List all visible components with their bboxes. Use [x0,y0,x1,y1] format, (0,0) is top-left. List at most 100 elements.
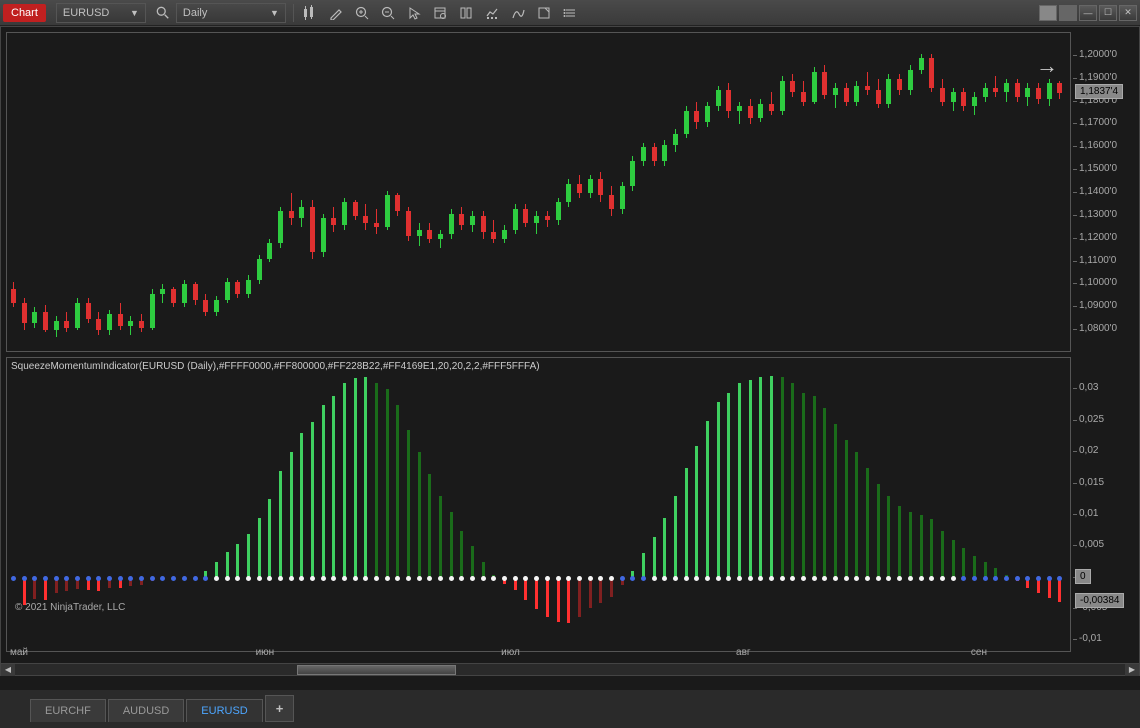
cursor-icon[interactable] [401,2,427,24]
price-tick: 1,1900'0 [1079,72,1117,83]
copyright-text: © 2021 NinjaTrader, LLC [15,602,125,613]
squeeze-dot [598,576,603,581]
momentum-bar [920,515,923,578]
momentum-bar [300,433,303,577]
squeeze-dot [620,576,625,581]
add-tab-button[interactable]: + [265,695,295,722]
candlestick-icon[interactable] [297,2,323,24]
close-button[interactable]: ✕ [1119,5,1137,21]
current-indicator-tag: -0,00384 [1075,593,1124,608]
squeeze-dot [673,576,678,581]
momentum-bar [930,519,933,577]
price-panel[interactable]: → [6,32,1071,352]
chevron-down-icon: ▼ [270,8,279,18]
squeeze-dot [1036,576,1041,581]
momentum-bar [354,378,357,578]
squeeze-dot [758,576,763,581]
momentum-bar [877,484,880,578]
squeeze-dot [951,576,956,581]
momentum-bar [685,468,688,578]
momentum-bar [909,512,912,578]
price-tick: 1,1700'0 [1079,117,1117,128]
momentum-bar [663,518,666,578]
squeeze-dot [694,576,699,581]
price-y-axis[interactable]: 1,2000'01,1900'01,1800'01,1700'01,1600'0… [1075,32,1137,352]
current-price-tag: 1,1837'4 [1075,84,1123,99]
momentum-bar [247,534,250,578]
squeeze-dot [577,576,582,581]
squeeze-dot [182,576,187,581]
squeeze-dot [566,576,571,581]
squeeze-dot [11,576,16,581]
indicator-panel[interactable]: SqueezeMomentumIndicator(EURUSD (Daily),… [6,357,1071,652]
timeframe-dropdown[interactable]: Daily ▼ [176,3,286,23]
squeeze-dot [470,576,475,581]
window-btn-1[interactable] [1039,5,1057,21]
h-scrollbar[interactable]: ◀ ▶ [1,663,1139,675]
momentum-bar [290,452,293,578]
scroll-left-button[interactable]: ◀ [1,664,15,676]
timeframe-value: Daily [183,7,207,19]
window-btn-2[interactable] [1059,5,1077,21]
squeeze-dot [641,576,646,581]
indicator-y-axis[interactable]: 0,030,0250,020,0150,010,0050-0,005-0,01-… [1075,357,1137,652]
momentum-bar [589,578,592,608]
maximize-button[interactable]: ☐ [1099,5,1117,21]
squeeze-dot [54,576,59,581]
minimize-button[interactable]: — [1079,5,1097,21]
indicator-icon[interactable] [479,2,505,24]
momentum-bar [599,578,602,603]
momentum-bar [845,440,848,578]
squeeze-dot [502,576,507,581]
momentum-bar [952,540,955,578]
momentum-bar [535,578,538,609]
squeeze-dot [417,576,422,581]
squeeze-dot [171,576,176,581]
price-tick: 1,2000'0 [1079,49,1117,60]
squeeze-dot [534,576,539,581]
list-icon[interactable] [557,2,583,24]
scroll-right-button[interactable]: ▶ [1125,664,1139,676]
squeeze-dot [1004,576,1009,581]
data-window-icon[interactable] [427,2,453,24]
properties-icon[interactable] [531,2,557,24]
time-tick: авг [736,647,751,658]
momentum-bar [759,377,762,578]
momentum-bar [407,430,410,578]
zoom-in-icon[interactable] [349,2,375,24]
search-icon[interactable] [150,2,176,24]
squeeze-dot [331,576,336,581]
chart-tab[interactable]: EURUSD [186,699,262,722]
price-tick: 1,1300'0 [1079,209,1117,220]
chart-tab[interactable]: AUDUSD [108,699,184,722]
scroll-right-arrow-icon[interactable]: → [1036,53,1058,79]
momentum-bar [567,578,570,623]
momentum-bar [695,446,698,578]
squeeze-dot [310,576,315,581]
squeeze-dot [385,576,390,581]
momentum-bar [781,377,784,578]
chart-label: Chart [3,4,46,22]
squeeze-dot [32,576,37,581]
momentum-bar [823,408,826,577]
draw-pencil-icon[interactable] [323,2,349,24]
momentum-bar [460,531,463,578]
squeeze-dot [833,576,838,581]
symbol-dropdown[interactable]: EURUSD ▼ [56,3,146,23]
squeeze-dot [993,576,998,581]
momentum-bar [834,424,837,578]
momentum-bar [717,402,720,578]
panel-icon[interactable] [453,2,479,24]
momentum-bar [557,578,560,622]
chart-tab[interactable]: EURCHF [30,699,106,722]
squeeze-dot [235,576,240,581]
momentum-bar [898,506,901,578]
strategy-icon[interactable] [505,2,531,24]
scroll-thumb[interactable] [297,665,456,675]
squeeze-dot [481,576,486,581]
momentum-bar [855,452,858,578]
momentum-bar [727,393,730,578]
squeeze-dot [662,576,667,581]
momentum-bar [226,552,229,578]
zoom-out-icon[interactable] [375,2,401,24]
